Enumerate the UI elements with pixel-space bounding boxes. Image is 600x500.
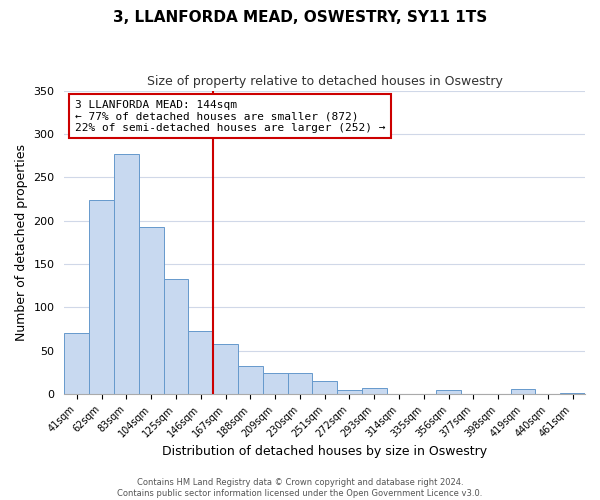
Title: Size of property relative to detached houses in Oswestry: Size of property relative to detached ho… — [147, 75, 503, 88]
Text: 3, LLANFORDA MEAD, OSWESTRY, SY11 1TS: 3, LLANFORDA MEAD, OSWESTRY, SY11 1TS — [113, 10, 487, 25]
Y-axis label: Number of detached properties: Number of detached properties — [15, 144, 28, 341]
Bar — [64, 334, 89, 394]
Bar — [436, 390, 461, 394]
Bar — [362, 388, 386, 394]
Bar — [238, 366, 263, 394]
Bar — [213, 344, 238, 394]
Bar — [188, 331, 213, 394]
Bar — [313, 381, 337, 394]
Bar — [263, 374, 287, 394]
Bar — [89, 200, 114, 394]
Bar — [139, 227, 164, 394]
X-axis label: Distribution of detached houses by size in Oswestry: Distribution of detached houses by size … — [162, 444, 487, 458]
Text: 3 LLANFORDA MEAD: 144sqm
← 77% of detached houses are smaller (872)
22% of semi-: 3 LLANFORDA MEAD: 144sqm ← 77% of detach… — [75, 100, 385, 133]
Bar — [337, 390, 362, 394]
Bar — [511, 389, 535, 394]
Bar — [164, 279, 188, 394]
Text: Contains HM Land Registry data © Crown copyright and database right 2024.
Contai: Contains HM Land Registry data © Crown c… — [118, 478, 482, 498]
Bar — [114, 154, 139, 394]
Bar — [287, 372, 313, 394]
